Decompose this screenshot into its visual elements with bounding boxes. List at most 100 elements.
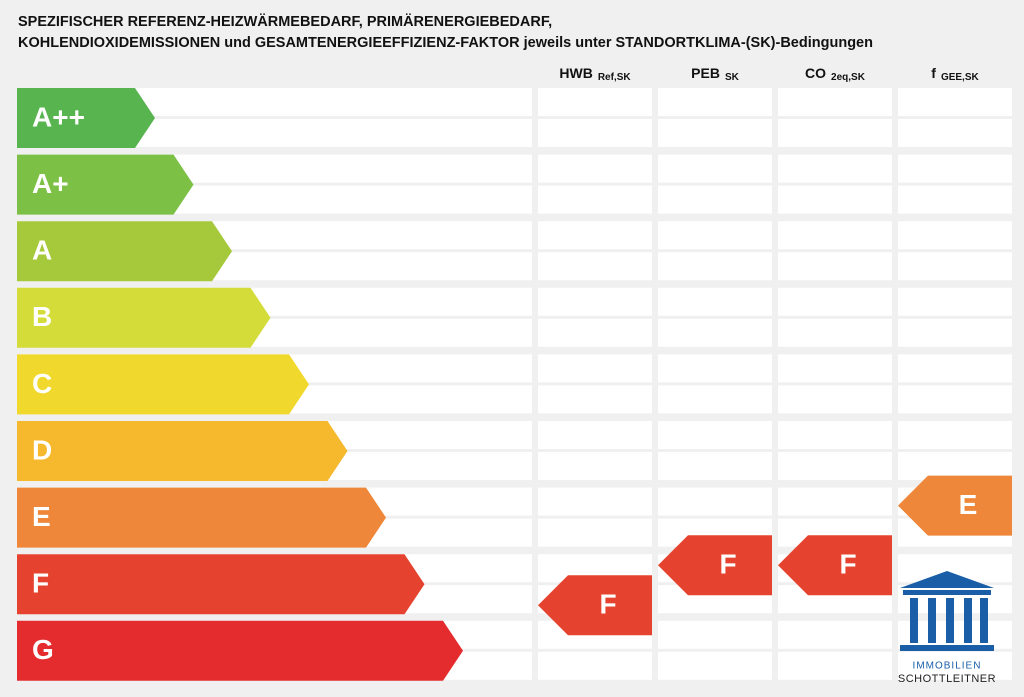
cell-strip bbox=[538, 88, 652, 116]
cell-strip bbox=[538, 518, 652, 547]
column-name: HWB bbox=[559, 65, 592, 81]
cell-strip bbox=[898, 88, 1012, 116]
cell-strip bbox=[778, 287, 892, 316]
logo-text: SCHOTTLEITNER bbox=[898, 673, 996, 685]
cell-strip bbox=[658, 385, 772, 414]
class-label: A bbox=[32, 235, 52, 266]
cell-strip bbox=[898, 252, 1012, 281]
logo-roof bbox=[900, 571, 994, 588]
class-arrow bbox=[17, 421, 348, 481]
cell-strip bbox=[658, 452, 772, 480]
cell-strip bbox=[658, 154, 772, 183]
cell-strip bbox=[778, 154, 892, 183]
logo: IMMOBILIEN SCHOTTLEITNER bbox=[898, 571, 996, 685]
cell-strip bbox=[898, 354, 1012, 383]
rating-label: F bbox=[599, 589, 616, 620]
column-subscript: SK bbox=[725, 72, 740, 83]
column-name: f bbox=[931, 65, 936, 81]
column-subscript: GEE,SK bbox=[941, 72, 980, 83]
cell-strip bbox=[778, 88, 892, 116]
cell-strip bbox=[658, 651, 772, 680]
title-line: KOHLENDIOXIDEMISSIONEN und GESAMTENERGIE… bbox=[18, 35, 873, 51]
cell-strip bbox=[778, 620, 892, 649]
cell-strip bbox=[898, 221, 1012, 250]
cell-strip bbox=[658, 620, 772, 649]
class-arrow bbox=[17, 88, 155, 148]
cell-strip bbox=[538, 185, 652, 214]
cell-strip bbox=[778, 119, 892, 147]
logo-text: IMMOBILIEN bbox=[913, 661, 982, 672]
class-label: E bbox=[32, 501, 51, 532]
cell-strip bbox=[538, 252, 652, 281]
class-label: A++ bbox=[32, 101, 85, 132]
logo-pillar bbox=[980, 598, 988, 643]
cell-strip bbox=[538, 452, 652, 480]
class-arrow bbox=[17, 221, 232, 282]
cell-strip bbox=[658, 252, 772, 281]
column-name: CO bbox=[805, 65, 826, 81]
logo-beam bbox=[903, 590, 991, 595]
cell-strip bbox=[658, 185, 772, 214]
cell-strip bbox=[778, 452, 892, 480]
cell-strip bbox=[898, 185, 1012, 214]
class-arrow bbox=[17, 354, 309, 415]
cell-strip bbox=[538, 354, 652, 383]
rating-arrow bbox=[658, 535, 772, 596]
cell-strip bbox=[658, 421, 772, 449]
cell-strip bbox=[898, 154, 1012, 183]
cell-strip bbox=[658, 318, 772, 347]
column-name: PEB bbox=[691, 65, 720, 81]
title-line: SPEZIFISCHER REFERENZ-HEIZWÄRMEBEDARF, P… bbox=[18, 13, 552, 30]
cell-strip bbox=[538, 651, 652, 680]
class-arrow bbox=[17, 154, 194, 215]
class-label: B bbox=[32, 301, 52, 332]
cell-strip bbox=[898, 119, 1012, 147]
cell-strip bbox=[658, 221, 772, 250]
cell-strip bbox=[538, 154, 652, 183]
cell-strip bbox=[778, 354, 892, 383]
rating-label: F bbox=[719, 549, 736, 580]
class-label: A+ bbox=[32, 168, 69, 199]
rating-arrow bbox=[898, 475, 1012, 536]
logo-base bbox=[900, 645, 994, 651]
cell-strip bbox=[898, 385, 1012, 414]
class-arrow bbox=[17, 487, 386, 548]
column-header: CO 2eq,SK bbox=[805, 65, 866, 83]
cell-strip bbox=[778, 385, 892, 414]
logo-pillar bbox=[910, 598, 918, 643]
class-arrow bbox=[17, 554, 425, 615]
cell-strip bbox=[898, 651, 1012, 680]
logo-pillar bbox=[964, 598, 972, 643]
rating-label: F bbox=[839, 549, 856, 580]
cell-strip bbox=[658, 287, 772, 316]
cell-strip bbox=[778, 487, 892, 516]
class-label: C bbox=[32, 368, 52, 399]
cell-strip bbox=[658, 487, 772, 516]
cell-strip bbox=[538, 385, 652, 414]
cell-strip bbox=[538, 487, 652, 516]
logo-pillar bbox=[946, 598, 954, 643]
cell-strip bbox=[778, 318, 892, 347]
cell-strip bbox=[898, 287, 1012, 316]
class-label: G bbox=[32, 634, 54, 665]
class-label: F bbox=[32, 568, 49, 599]
cell-strip bbox=[538, 221, 652, 250]
cell-strip bbox=[898, 318, 1012, 347]
class-label: D bbox=[32, 434, 52, 465]
class-arrow bbox=[17, 620, 463, 681]
cell-strip bbox=[778, 185, 892, 214]
cell-strip bbox=[778, 651, 892, 680]
cell-strip bbox=[538, 318, 652, 347]
cell-strip bbox=[538, 287, 652, 316]
rating-arrow bbox=[778, 535, 892, 596]
column-header: PEB SK bbox=[691, 65, 739, 83]
cell-strip bbox=[898, 452, 1012, 480]
column-header: HWB Ref,SK bbox=[559, 65, 631, 83]
cell-strip bbox=[778, 221, 892, 250]
cell-strip bbox=[658, 119, 772, 147]
rating-arrow bbox=[538, 575, 652, 636]
rating-label: E bbox=[959, 489, 978, 520]
column-subscript: 2eq,SK bbox=[831, 72, 866, 83]
